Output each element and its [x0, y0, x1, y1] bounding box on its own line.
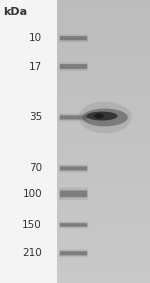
FancyBboxPatch shape — [59, 188, 88, 200]
FancyBboxPatch shape — [59, 164, 88, 172]
Text: 150: 150 — [22, 220, 42, 230]
FancyBboxPatch shape — [59, 34, 88, 42]
Text: 210: 210 — [22, 248, 42, 258]
Text: 10: 10 — [29, 33, 42, 43]
Ellipse shape — [94, 113, 104, 119]
FancyBboxPatch shape — [60, 190, 87, 197]
FancyBboxPatch shape — [60, 64, 87, 69]
FancyBboxPatch shape — [60, 251, 87, 256]
Text: 35: 35 — [29, 112, 42, 123]
FancyBboxPatch shape — [59, 249, 88, 257]
FancyBboxPatch shape — [60, 166, 87, 170]
Ellipse shape — [79, 102, 131, 133]
Text: kDa: kDa — [3, 7, 27, 17]
FancyBboxPatch shape — [59, 222, 88, 228]
FancyBboxPatch shape — [60, 36, 87, 40]
Text: 17: 17 — [29, 61, 42, 72]
FancyBboxPatch shape — [59, 62, 88, 71]
Ellipse shape — [86, 112, 118, 121]
FancyBboxPatch shape — [60, 223, 87, 227]
FancyBboxPatch shape — [59, 113, 88, 121]
Text: 70: 70 — [29, 163, 42, 173]
Ellipse shape — [82, 109, 128, 127]
FancyBboxPatch shape — [60, 115, 87, 119]
Text: 100: 100 — [22, 189, 42, 199]
